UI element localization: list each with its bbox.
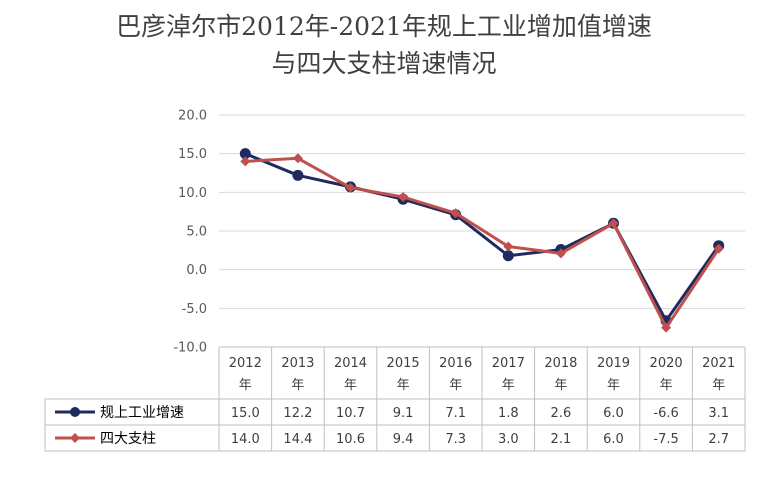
category-label: 年 [449, 378, 462, 393]
data-point [450, 208, 461, 219]
legend-marker [70, 433, 80, 443]
series-line [244, 152, 720, 323]
y-tick-label: 10.0 [178, 186, 207, 201]
data-cell: 10.7 [336, 406, 365, 421]
series-line [245, 156, 720, 330]
category-label: 年 [554, 378, 567, 393]
y-tick-label: 5.0 [186, 225, 207, 240]
y-tick-label: 15.0 [178, 147, 207, 162]
category-label: 年 [291, 378, 304, 393]
data-cell: 14.0 [231, 432, 260, 447]
y-tick-label: 20.0 [178, 109, 207, 124]
category-label: 年 [344, 378, 357, 393]
data-point [240, 156, 251, 167]
y-tick-label: -5.0 [182, 302, 207, 317]
legend-label: 规上工业增速 [100, 405, 184, 421]
data-point [713, 243, 724, 254]
data-cell: 3.0 [498, 432, 519, 447]
data-cell: -6.6 [653, 406, 678, 421]
data-point [555, 248, 566, 259]
category-label: 年 [397, 378, 410, 393]
data-cell: 9.1 [393, 406, 414, 421]
category-label: 2016 [439, 356, 472, 371]
data-cell: 2.7 [708, 432, 729, 447]
chart-title-line-1: 巴彦淖尔市2012年-2021年规上工业增加值增速 [116, 12, 652, 41]
data-cell: 2.6 [551, 406, 572, 421]
category-label: 2015 [387, 356, 420, 371]
data-point [239, 148, 251, 160]
category-label: 2021 [702, 356, 735, 371]
data-point [503, 241, 514, 252]
category-label: 2017 [492, 356, 525, 371]
data-point [345, 182, 356, 193]
data-cell: 12.2 [283, 406, 312, 421]
data-cell: 3.1 [708, 406, 729, 421]
legend-marker [70, 407, 80, 417]
data-point [608, 218, 619, 229]
data-point [292, 153, 303, 164]
data-cell: 7.3 [445, 432, 466, 447]
y-tick-label: 0.0 [186, 263, 207, 278]
data-point [661, 322, 672, 333]
data-point [398, 191, 409, 202]
category-label: 年 [502, 378, 515, 393]
data-cell: 2.1 [551, 432, 572, 447]
category-label: 年 [660, 378, 673, 393]
chart-title-line-2: 与四大支柱增速情况 [271, 49, 497, 78]
data-table: 2012 年 2013 年 2014 年 2015 年 2016 年 2017 年 2018 年 2019 年… [44, 346, 746, 452]
data-cell: 6.0 [603, 432, 624, 447]
category-label: 2012 [229, 356, 262, 371]
category-label: 年 [239, 378, 252, 393]
category-label: 2014 [334, 356, 367, 371]
data-point [292, 169, 304, 181]
category-label: 年 [607, 378, 620, 393]
category-label: 2013 [281, 356, 314, 371]
category-label: 2019 [597, 356, 630, 371]
data-cell: -7.5 [653, 432, 678, 447]
data-cell: 10.6 [336, 432, 365, 447]
y-axis-ticks: 20.0 15.0 10.0 5.0 0.0 -5.0 -10.0 [173, 109, 207, 356]
y-tick-label: -10.0 [173, 341, 207, 356]
category-label: 2020 [650, 356, 683, 371]
data-cell: 14.4 [283, 432, 312, 447]
legend-label: 四大支柱 [100, 431, 156, 447]
data-cell: 1.8 [498, 406, 519, 421]
data-cell: 9.4 [393, 432, 414, 447]
data-cell: 6.0 [603, 406, 624, 421]
series-layer [239, 148, 725, 333]
category-label: 年 [712, 378, 725, 393]
data-point [502, 250, 514, 262]
data-cell: 7.1 [445, 406, 466, 421]
data-cell: 15.0 [231, 406, 260, 421]
category-label: 2018 [544, 356, 577, 371]
